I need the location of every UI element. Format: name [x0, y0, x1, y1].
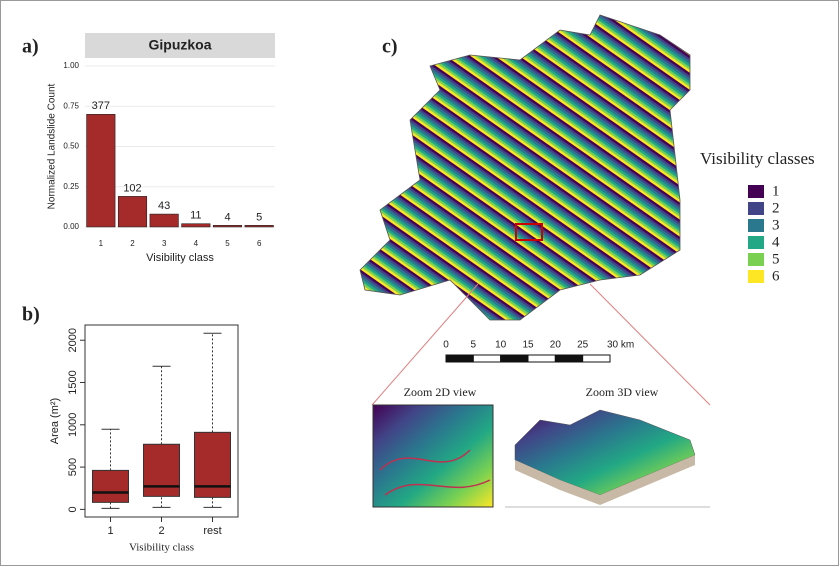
legend-label: 3	[772, 217, 780, 233]
y-tick-label: 0.50	[63, 142, 79, 151]
scale-label: 15	[522, 340, 534, 351]
legend-label: 4	[772, 234, 780, 250]
count-label: 102	[123, 182, 141, 194]
panel-label: c)	[382, 36, 398, 58]
scale-label: 20	[550, 340, 562, 351]
box	[93, 470, 129, 502]
scale-segment	[528, 355, 555, 362]
legend-swatch	[748, 185, 764, 198]
bar	[150, 214, 179, 227]
region-map	[360, 15, 690, 320]
legend-swatch	[748, 236, 764, 249]
scale-segment	[555, 355, 582, 362]
y-tick-label: 500	[67, 458, 79, 476]
y-tick-label: 1.00	[63, 61, 79, 70]
x-tick-label: 2	[130, 239, 135, 248]
scale-segment	[501, 355, 528, 362]
bar	[213, 225, 242, 227]
panel-label: a)	[22, 36, 39, 58]
bar	[182, 224, 211, 227]
y-axis-title: Area (m²)	[49, 398, 61, 444]
bar	[245, 225, 274, 227]
x-tick-label: 4	[194, 239, 199, 248]
scale-segment	[473, 355, 500, 362]
scale-segment	[446, 355, 473, 362]
scale-label: 0	[443, 340, 449, 351]
count-label: 43	[158, 200, 170, 212]
x-tick-label: 5	[225, 239, 230, 248]
y-tick-label: 0	[67, 506, 79, 512]
scale-label: 5	[471, 340, 477, 351]
count-label: 11	[190, 210, 201, 222]
scale-label: 10	[495, 340, 507, 351]
y-tick-label: 0.00	[63, 222, 79, 231]
count-label: 4	[224, 211, 230, 223]
scale-segment	[583, 355, 610, 362]
legend-swatch	[748, 202, 764, 215]
legend-label: 5	[772, 251, 780, 267]
zoom-2d-label: Zoom 2D view	[404, 385, 477, 399]
y-axis-title: Normalized Landslide Count	[47, 83, 58, 209]
scale-label: 30 km	[607, 340, 634, 351]
count-label: 5	[256, 211, 262, 223]
box	[144, 444, 180, 496]
x-tick-label: 3	[162, 239, 167, 248]
zoom-3d-surface	[515, 410, 695, 495]
x-axis-title: Visibility class	[129, 542, 194, 554]
chart-title: Gipuzkoa	[148, 37, 211, 53]
bar	[87, 114, 116, 227]
legend-swatch	[748, 253, 764, 266]
legend-swatch	[748, 219, 764, 232]
x-axis-title: Visibility class	[146, 252, 214, 264]
legend-swatch	[748, 270, 764, 283]
legend-label: 6	[772, 268, 780, 284]
y-tick-label: 1500	[67, 370, 79, 394]
legend-label: 1	[772, 183, 780, 199]
count-label: 377	[92, 100, 110, 112]
y-tick-label: 0.75	[63, 101, 79, 110]
bar	[118, 196, 147, 227]
y-tick-label: 1000	[67, 413, 79, 437]
legend-title: Visibility classes	[700, 149, 815, 168]
scale-label: 25	[577, 340, 589, 351]
x-tick-label: 1	[99, 239, 104, 248]
map: Zoom 2D view Zoom 3D view c) Visibility …	[360, 15, 815, 507]
y-tick-label: 0.25	[63, 182, 79, 191]
x-tick-label: 1	[107, 525, 113, 537]
x-tick-label: rest	[203, 525, 221, 537]
x-tick-label: 6	[257, 239, 262, 248]
x-tick-label: 2	[158, 525, 164, 537]
y-tick-label: 2000	[67, 328, 79, 352]
legend-label: 2	[772, 200, 780, 216]
panel-label: b)	[22, 304, 40, 326]
figure: Zoom 2D view Zoom 3D view c) Visibility …	[0, 0, 840, 567]
zoom-3d-label: Zoom 3D view	[586, 385, 659, 399]
